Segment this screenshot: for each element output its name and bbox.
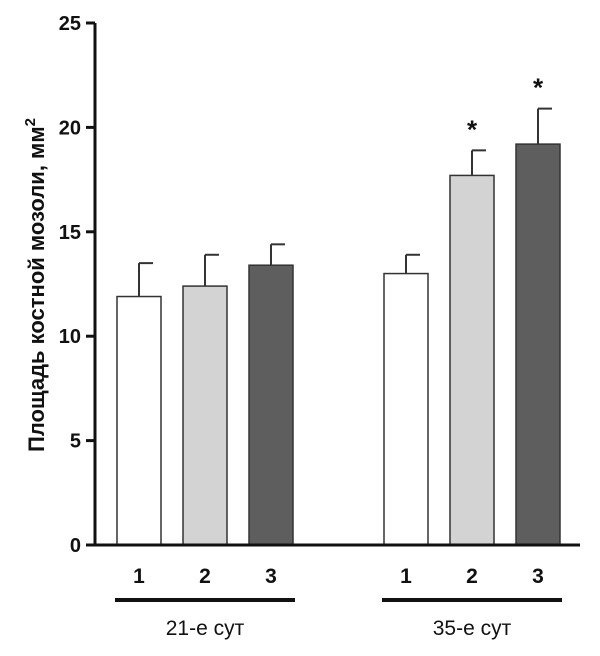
category-label: 2 [466, 565, 478, 588]
bar [182, 285, 228, 546]
y-tick-label: 0 [70, 535, 81, 557]
bar [116, 295, 162, 546]
bar [248, 264, 294, 546]
y-axis-label-text: Площадь костной мозоли, мм [24, 126, 49, 452]
y-axis: 0 5 10 15 20 25 [59, 13, 97, 557]
bars: ** [116, 73, 561, 546]
category-label: 1 [133, 565, 145, 588]
y-axis-label: Площадь костной мозоли, мм2 [22, 118, 49, 452]
y-tick-label: 20 [59, 117, 81, 139]
y-tick-label: 15 [59, 222, 81, 244]
bar [449, 174, 495, 546]
category-label: 2 [199, 565, 211, 588]
y-tick-label: 5 [70, 431, 81, 453]
group-label: 35-е сут [433, 617, 512, 640]
y-tick-label: 10 [59, 326, 81, 348]
y-tick-label: 25 [59, 13, 81, 35]
category-label: 1 [400, 565, 412, 588]
x-axis: 1 2 3 21-е сут 1 2 3 35-е сут [95, 543, 580, 640]
y-axis-label-superscript: 2 [22, 118, 39, 126]
bar [383, 272, 429, 546]
bar [515, 143, 561, 546]
significance-mark: * [467, 114, 478, 144]
category-label: 3 [265, 565, 277, 588]
significance-mark: * [533, 73, 544, 103]
group-label: 21-е сут [166, 617, 245, 640]
category-label: 3 [532, 565, 544, 588]
